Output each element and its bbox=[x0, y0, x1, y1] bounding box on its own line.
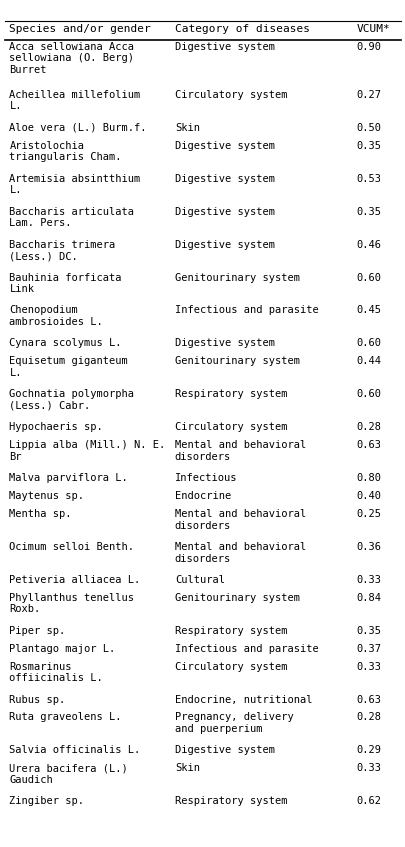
Text: 0.36: 0.36 bbox=[355, 542, 380, 552]
Text: 0.63: 0.63 bbox=[355, 440, 380, 451]
Text: 0.62: 0.62 bbox=[355, 796, 380, 806]
Text: Plantago major L.: Plantago major L. bbox=[9, 644, 115, 654]
Text: Skin: Skin bbox=[174, 763, 199, 773]
Text: Urera bacifera (L.)
Gaudich: Urera bacifera (L.) Gaudich bbox=[9, 763, 128, 785]
Text: 0.25: 0.25 bbox=[355, 509, 380, 519]
Text: Circulatory system: Circulatory system bbox=[174, 662, 287, 672]
Text: 0.35: 0.35 bbox=[355, 141, 380, 151]
Text: 0.37: 0.37 bbox=[355, 644, 380, 654]
Text: 0.27: 0.27 bbox=[355, 90, 380, 100]
Text: Piper sp.: Piper sp. bbox=[9, 626, 66, 636]
Text: 0.63: 0.63 bbox=[355, 695, 380, 705]
Text: Digestive system: Digestive system bbox=[174, 141, 274, 151]
Text: Bauhinia forficata
Link: Bauhinia forficata Link bbox=[9, 273, 121, 294]
Text: Digestive system: Digestive system bbox=[174, 42, 274, 52]
Text: Hypochaeris sp.: Hypochaeris sp. bbox=[9, 423, 103, 432]
Text: 0.90: 0.90 bbox=[355, 42, 380, 52]
Text: 0.40: 0.40 bbox=[355, 491, 380, 501]
Text: 0.29: 0.29 bbox=[355, 745, 380, 756]
Text: Salvia officinalis L.: Salvia officinalis L. bbox=[9, 745, 141, 756]
Text: Mentha sp.: Mentha sp. bbox=[9, 509, 72, 519]
Text: Mental and behavioral
disorders: Mental and behavioral disorders bbox=[174, 542, 305, 563]
Text: 0.35: 0.35 bbox=[355, 207, 380, 217]
Text: Genitourinary system: Genitourinary system bbox=[174, 357, 299, 367]
Text: Ocimum selloi Benth.: Ocimum selloi Benth. bbox=[9, 542, 134, 552]
Text: Digestive system: Digestive system bbox=[174, 207, 274, 217]
Text: Gochnatia polymorpha
(Less.) Cabr.: Gochnatia polymorpha (Less.) Cabr. bbox=[9, 390, 134, 411]
Text: 0.50: 0.50 bbox=[355, 123, 380, 133]
Text: Cynara scolymus L.: Cynara scolymus L. bbox=[9, 339, 121, 348]
Text: Respiratory system: Respiratory system bbox=[174, 796, 287, 806]
Text: Chenopodium
ambrosioides L.: Chenopodium ambrosioides L. bbox=[9, 306, 103, 327]
Text: Category of diseases: Category of diseases bbox=[174, 24, 309, 34]
Text: 0.45: 0.45 bbox=[355, 306, 380, 315]
Text: Species and/or gender: Species and/or gender bbox=[9, 24, 151, 34]
Text: 0.53: 0.53 bbox=[355, 174, 380, 184]
Text: 0.80: 0.80 bbox=[355, 473, 380, 483]
Text: Maytenus sp.: Maytenus sp. bbox=[9, 491, 84, 501]
Text: Circulatory system: Circulatory system bbox=[174, 90, 287, 100]
Text: Circulatory system: Circulatory system bbox=[174, 423, 287, 432]
Text: Aristolochia
triangularis Cham.: Aristolochia triangularis Cham. bbox=[9, 141, 121, 162]
Text: 0.60: 0.60 bbox=[355, 390, 380, 399]
Text: Mental and behavioral
disorders: Mental and behavioral disorders bbox=[174, 509, 305, 530]
Text: Infectious: Infectious bbox=[174, 473, 237, 483]
Text: 0.44: 0.44 bbox=[355, 357, 380, 367]
Text: 0.84: 0.84 bbox=[355, 593, 380, 603]
Text: Digestive system: Digestive system bbox=[174, 240, 274, 250]
Text: 0.28: 0.28 bbox=[355, 712, 380, 722]
Text: Artemisia absintthium
L.: Artemisia absintthium L. bbox=[9, 174, 141, 195]
Text: Phyllanthus tenellus
Roxb.: Phyllanthus tenellus Roxb. bbox=[9, 593, 134, 614]
Text: Genitourinary system: Genitourinary system bbox=[174, 593, 299, 603]
Text: 0.60: 0.60 bbox=[355, 273, 380, 283]
Text: Respiratory system: Respiratory system bbox=[174, 626, 287, 636]
Text: Acca sellowiana Acca
sellowiana (O. Berg)
Burret: Acca sellowiana Acca sellowiana (O. Berg… bbox=[9, 42, 134, 75]
Text: Mental and behavioral
disorders: Mental and behavioral disorders bbox=[174, 440, 305, 462]
Text: Malva parviflora L.: Malva parviflora L. bbox=[9, 473, 128, 483]
Text: Respiratory system: Respiratory system bbox=[174, 390, 287, 399]
Text: Skin: Skin bbox=[174, 123, 199, 133]
Text: Endocrine: Endocrine bbox=[174, 491, 230, 501]
Text: Endocrine, nutritional: Endocrine, nutritional bbox=[174, 695, 311, 705]
Text: 0.28: 0.28 bbox=[355, 423, 380, 432]
Text: Ruta graveolens L.: Ruta graveolens L. bbox=[9, 712, 121, 722]
Text: Infectious and parasite: Infectious and parasite bbox=[174, 306, 318, 315]
Text: 0.46: 0.46 bbox=[355, 240, 380, 250]
Text: Pregnancy, delivery
and puerperium: Pregnancy, delivery and puerperium bbox=[174, 712, 293, 734]
Text: Equisetum giganteum
L.: Equisetum giganteum L. bbox=[9, 357, 128, 378]
Text: Zingiber sp.: Zingiber sp. bbox=[9, 796, 84, 806]
Text: Baccharis articulata
Lam. Pers.: Baccharis articulata Lam. Pers. bbox=[9, 207, 134, 228]
Text: Rubus sp.: Rubus sp. bbox=[9, 695, 66, 705]
Text: 0.60: 0.60 bbox=[355, 339, 380, 348]
Text: Digestive system: Digestive system bbox=[174, 745, 274, 756]
Text: 0.33: 0.33 bbox=[355, 662, 380, 672]
Text: Acheillea millefolium
L.: Acheillea millefolium L. bbox=[9, 90, 141, 111]
Text: Aloe vera (L.) Burm.f.: Aloe vera (L.) Burm.f. bbox=[9, 123, 147, 133]
Text: 0.35: 0.35 bbox=[355, 626, 380, 636]
Text: Petiveria alliacea L.: Petiveria alliacea L. bbox=[9, 575, 141, 585]
Text: Genitourinary system: Genitourinary system bbox=[174, 273, 299, 283]
Text: Digestive system: Digestive system bbox=[174, 339, 274, 348]
Text: Digestive system: Digestive system bbox=[174, 174, 274, 184]
Text: Rosmarinus
offiicinalis L.: Rosmarinus offiicinalis L. bbox=[9, 662, 103, 684]
Text: Infectious and parasite: Infectious and parasite bbox=[174, 644, 318, 654]
Text: Cultural: Cultural bbox=[174, 575, 224, 585]
Text: 0.33: 0.33 bbox=[355, 575, 380, 585]
Text: VCUM*: VCUM* bbox=[355, 24, 389, 34]
Text: Baccharis trimera
(Less.) DC.: Baccharis trimera (Less.) DC. bbox=[9, 240, 115, 261]
Text: 0.33: 0.33 bbox=[355, 763, 380, 773]
Text: Lippia alba (Mill.) N. E.
Br: Lippia alba (Mill.) N. E. Br bbox=[9, 440, 165, 462]
